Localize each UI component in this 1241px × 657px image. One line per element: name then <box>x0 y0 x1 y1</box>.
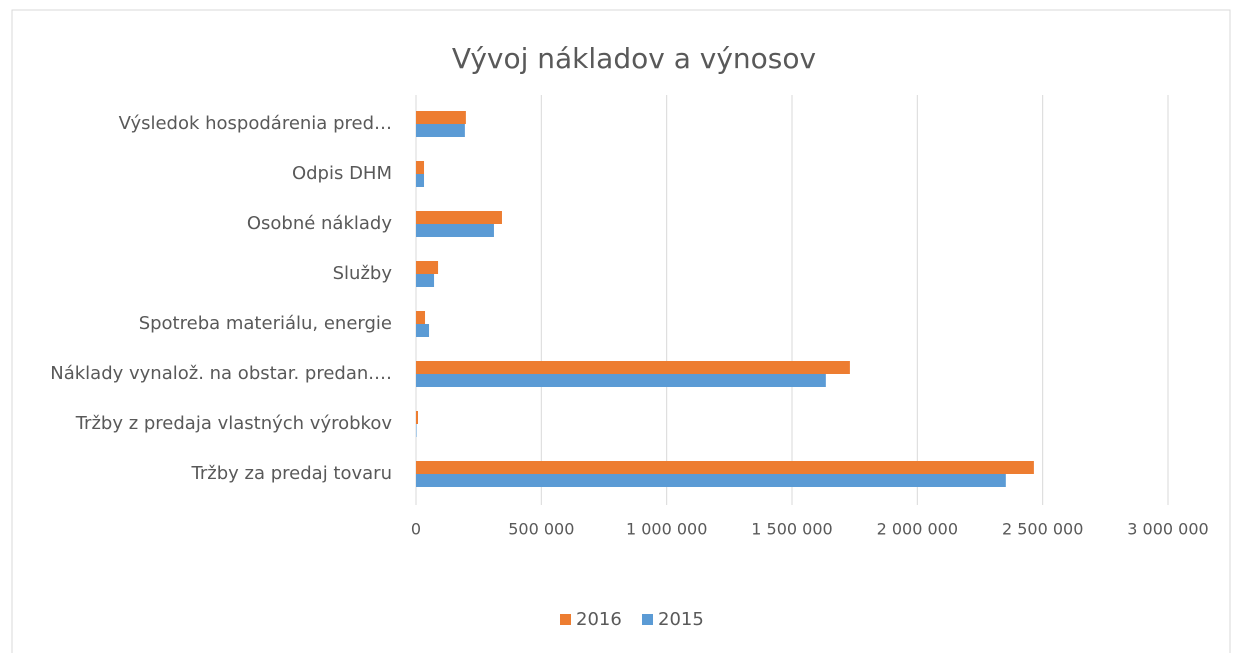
chart-frame <box>11 9 1231 657</box>
legend-swatch <box>642 614 653 625</box>
x-tick-label: 500 000 <box>508 520 574 539</box>
bar <box>416 461 1034 474</box>
x-tick-label: 1 500 000 <box>751 520 832 539</box>
bar <box>416 424 417 437</box>
y-tick-label: Služby <box>333 263 393 284</box>
bar <box>416 224 494 237</box>
y-tick-label: Výsledok hospodárenia pred… <box>119 113 392 134</box>
bar <box>416 124 465 137</box>
x-tick-label: 2 500 000 <box>1002 520 1083 539</box>
bar <box>416 211 502 224</box>
bar <box>416 311 426 324</box>
bar <box>416 411 419 424</box>
bar <box>416 261 439 274</box>
x-tick-label: 1 000 000 <box>626 520 707 539</box>
bar <box>416 161 425 174</box>
legend-swatch <box>560 614 571 625</box>
bar <box>416 474 1006 487</box>
y-tick-label: Osobné náklady <box>247 213 393 234</box>
legend-label: 2016 <box>576 609 622 630</box>
bar <box>416 324 430 337</box>
y-tick-label: Spotreba materiálu, energie <box>139 313 392 334</box>
y-tick-label: Odpis DHM <box>292 163 392 184</box>
y-tick-label: Tržby z predaja vlastných výrobkov <box>75 413 393 434</box>
bar <box>416 361 850 374</box>
x-tick-label: 3 000 000 <box>1127 520 1208 539</box>
y-tick-label: Náklady vynalož. na obstar. predan.… <box>50 363 392 384</box>
bar <box>416 374 826 387</box>
x-tick-label: 0 <box>411 520 421 539</box>
chart-title: Vývoj nákladov a výnosov <box>452 42 816 75</box>
x-tick-label: 2 000 000 <box>877 520 958 539</box>
bar <box>416 274 435 287</box>
legend-label: 2015 <box>658 609 704 630</box>
bar <box>416 174 425 187</box>
bar <box>416 111 466 124</box>
y-tick-label: Tržby za predaj tovaru <box>191 463 392 484</box>
